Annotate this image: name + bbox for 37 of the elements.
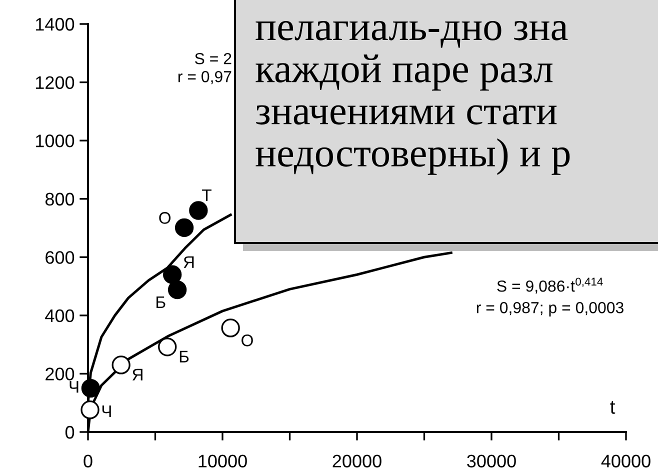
point — [158, 338, 177, 356]
y-tick-label: 1000 — [36, 134, 74, 148]
point — [221, 318, 240, 338]
x-tick-label: 0 — [84, 454, 92, 468]
point — [162, 265, 182, 284]
data-label: Я — [132, 368, 142, 380]
data-label: О — [159, 212, 171, 224]
point — [81, 378, 100, 398]
y-tick-label: 1200 — [36, 76, 74, 90]
annotation: пелагиаль-дно зна каждой паре разл значениями стати недостоверны) и р — [256, 20, 570, 175]
x-tick-label: 30000 — [467, 454, 516, 468]
data-label: Я — [184, 256, 194, 268]
point — [112, 356, 130, 374]
annotation: r = 0,987; p = 0,0003 — [476, 302, 624, 316]
y-tick-label: 0 — [65, 426, 74, 439]
x-tick-label: 20000 — [332, 454, 382, 468]
y-tick-label: 400 — [45, 309, 74, 322]
data-label: Б — [156, 296, 166, 308]
x-tick-label: 40000 — [601, 454, 650, 468]
y-tick-label: 800 — [45, 192, 74, 206]
y-tick-label: 1400 — [36, 18, 74, 31]
point — [80, 400, 100, 420]
data-label: Б — [180, 350, 189, 362]
data-label: Ч — [102, 405, 111, 417]
data-label: Т — [202, 189, 212, 201]
y-tick-label: 600 — [46, 251, 74, 264]
point — [189, 201, 208, 220]
data-label: Ч — [70, 381, 78, 393]
annotation: S = 2 — [194, 52, 232, 64]
data-label: О — [242, 334, 253, 346]
point — [174, 218, 194, 238]
x-axis-title: t — [610, 401, 616, 414]
y-tick-label: 200 — [46, 368, 74, 380]
annotation: r = 0,97 — [178, 70, 232, 84]
point — [168, 280, 187, 300]
annotation: S = 9,086·t$^{0,414}$ — [497, 278, 603, 294]
x-tick-label: 10000 — [198, 454, 247, 468]
